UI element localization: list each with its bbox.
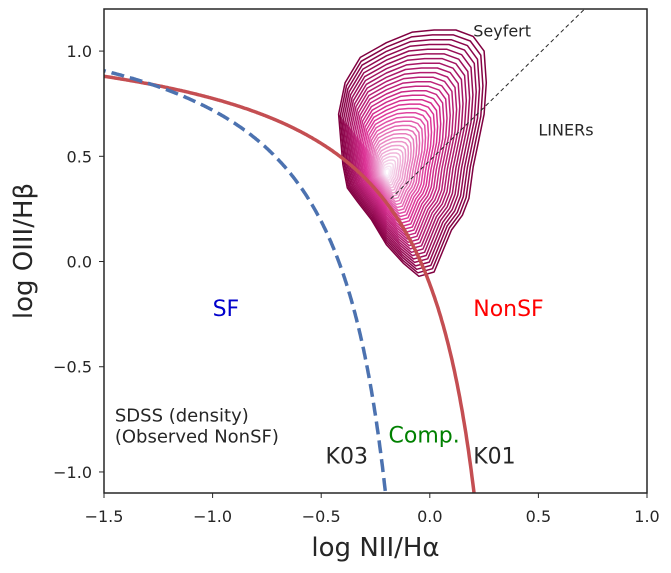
density-contour-level: [341, 38, 481, 271]
density-contour-level: [368, 120, 424, 212]
y-tick-label: −1.0: [53, 463, 92, 482]
y-tick-label: 0.5: [67, 147, 92, 166]
annotation-k03: K03: [326, 445, 368, 470]
x-tick-label: −1.5: [85, 507, 124, 526]
annotation-sf: SF: [213, 297, 240, 322]
x-tick-label: 0.5: [526, 507, 551, 526]
density-contour-level: [384, 168, 391, 177]
density-contour-level: [365, 112, 430, 218]
density-contour-level: [344, 48, 474, 264]
annotation-nonsf: NonSF: [473, 297, 543, 322]
density-contour-level: [356, 85, 448, 237]
density-contour-level: [381, 159, 397, 184]
annotation-observed-nonsf: (Observed NonSF): [115, 426, 279, 447]
density-contour-level: [339, 34, 484, 274]
density-contour-level: [342, 43, 477, 267]
density-contour-level: [353, 76, 455, 244]
y-axis-ticks: −1.0 −0.5 0.0 0.5 1.0: [53, 42, 104, 482]
y-tick-label: 0.0: [67, 253, 92, 272]
density-contour-level: [355, 81, 451, 240]
density-contour-level: [373, 136, 412, 200]
density-contour-level: [352, 71, 458, 247]
seyfert-liner-line: [390, 9, 586, 200]
density-contour-level: [371, 128, 418, 206]
density-contour-level: [372, 132, 415, 203]
x-axis-ticks: −1.5 −1.0 −0.5 0.0 0.5 1.0: [85, 493, 660, 526]
demarcation-curves: [104, 9, 586, 493]
density-contour-level: [366, 116, 427, 215]
density-contour-level: [375, 140, 410, 197]
x-tick-label: 1.0: [634, 507, 659, 526]
density-contour-level: [345, 53, 471, 260]
x-axis-title: log NII/Hα: [311, 533, 439, 563]
density-contour-level: [348, 62, 464, 254]
annotation-sdss-density: SDSS (density): [115, 405, 249, 426]
density-contour-level: [358, 90, 445, 234]
density-contour-level: [380, 155, 399, 186]
density-contour-level: [337, 29, 488, 278]
density-contour-level: [382, 162, 394, 181]
density-contour-level: [376, 144, 407, 194]
plot-frame: [103, 8, 648, 494]
x-tick-label: 0.0: [417, 507, 442, 526]
x-tick-label: −0.5: [302, 507, 341, 526]
annotation-comp: Comp.: [389, 423, 460, 448]
annotation-k01: K01: [473, 445, 515, 470]
y-axis-title: log OIII/Hβ: [9, 183, 39, 319]
annotation-liners: LINERs: [538, 120, 593, 139]
x-tick-label: −1.0: [193, 507, 232, 526]
k03-curve: [104, 68, 388, 493]
density-contour-level: [377, 148, 404, 192]
annotations: Seyfert LINERs SF NonSF Comp. K03 K01 SDSS (den…: [115, 21, 594, 469]
density-contour-level: [369, 124, 421, 209]
density-contour-level: [347, 57, 468, 257]
density-contour-level: [359, 94, 442, 230]
y-tick-label: −0.5: [53, 358, 92, 377]
density-contour-level: [350, 67, 461, 250]
annotation-seyfert: Seyfert: [473, 21, 531, 40]
y-tick-label: 1.0: [67, 42, 92, 61]
density-contour-level: [378, 152, 402, 189]
